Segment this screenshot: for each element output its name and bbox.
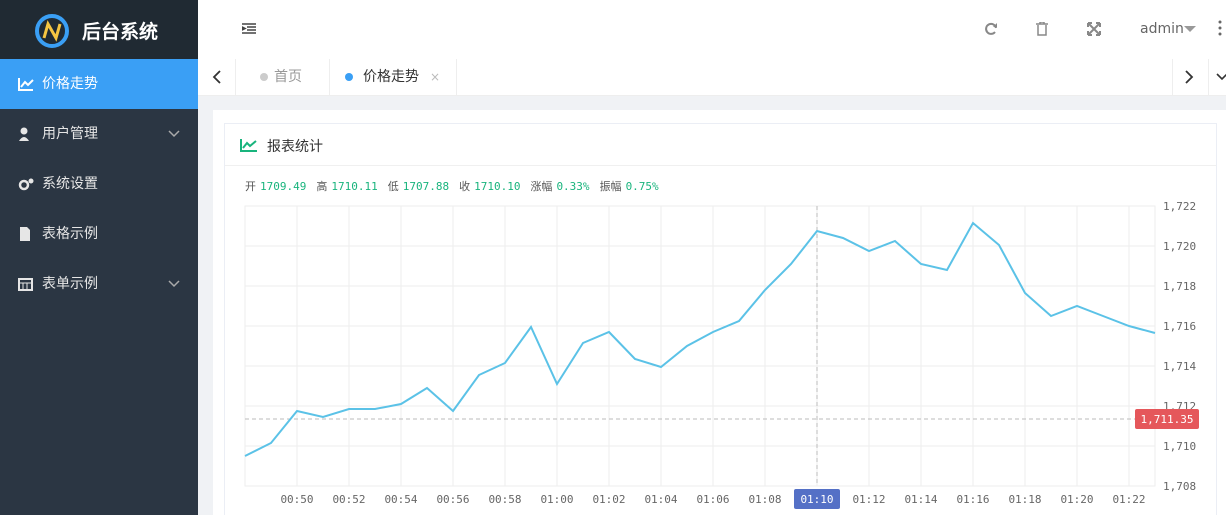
x-highlight <box>794 489 840 509</box>
menu-label: 表格示例 <box>42 226 98 242</box>
crosshair-y-label-bg <box>1135 409 1199 429</box>
stat-value: 1710.11 <box>331 180 378 193</box>
x-tick-label: 01:04 <box>644 493 677 506</box>
header: admin <box>198 0 1226 59</box>
x-tick-label: 01:08 <box>748 493 781 506</box>
stats: 开 1709.49 高 1710.11 低 1707.88 收 1710.10 涨幅 0.33% 振… <box>245 178 669 194</box>
tab-close[interactable]: × <box>430 70 441 84</box>
stat-label: 低 <box>387 180 399 193</box>
crosshair-y-label: 1,711.35 <box>1141 413 1194 426</box>
x-tick-label: 01:14 <box>904 493 937 506</box>
icon <box>19 127 29 141</box>
x-tick-label: 01:10 <box>800 493 833 506</box>
menu-item[interactable]: 价格走势 <box>0 59 198 109</box>
tab-dot <box>260 73 268 81</box>
y-tick-label: 1,720 <box>1163 240 1196 253</box>
stat-label: 开 <box>245 180 256 193</box>
stat-label: 高 <box>316 180 328 193</box>
logo: 后台系统 <box>0 0 198 59</box>
menu-item[interactable]: 表单示例 <box>0 259 198 309</box>
tab-menu[interactable] <box>1216 73 1226 81</box>
logo-text: 后台系统 <box>82 21 159 43</box>
logo-icon <box>35 14 69 48</box>
x-tick-label: 01:20 <box>1060 493 1093 506</box>
refresh-button[interactable] <box>984 22 998 36</box>
x-tick-label: 01:16 <box>956 493 989 506</box>
tab-prev[interactable] <box>212 70 222 84</box>
icon <box>18 278 33 291</box>
menu-item[interactable]: 系统设置 <box>0 159 198 209</box>
x-tick-label: 00:58 <box>488 493 521 506</box>
y-tick-label: 1,714 <box>1163 360 1196 373</box>
stat-value: 1710.10 <box>474 180 521 193</box>
plot-border <box>244 205 1156 487</box>
tab-bar: 首页 价格走势 × <box>198 59 1226 96</box>
y-tick-label: 1,722 <box>1163 200 1196 213</box>
stat-label: 振幅 <box>599 180 622 193</box>
x-tick-label: 01:12 <box>852 493 885 506</box>
tab-label: 首页 <box>274 69 302 85</box>
x-tick-label: 00:50 <box>280 493 313 506</box>
sidebar: 后台系统 价格走势 用户管理 系统设置 表格示例 表单示例 <box>0 0 198 515</box>
menu-label: 表单示例 <box>42 276 98 292</box>
divider <box>1208 59 1209 95</box>
menu-item[interactable]: 表格示例 <box>0 209 198 259</box>
caret <box>1184 26 1196 32</box>
menu-label: 系统设置 <box>42 176 98 192</box>
card-icon <box>240 139 257 152</box>
icon <box>18 78 34 91</box>
menu-label: 价格走势 <box>42 76 98 92</box>
x-tick-label: 00:56 <box>436 493 469 506</box>
tab[interactable]: 首页 <box>235 59 329 95</box>
stat-value: 1709.49 <box>260 180 307 193</box>
menu-label: 用户管理 <box>42 126 98 142</box>
menu-toggle[interactable] <box>242 23 256 35</box>
y-tick-label: 1,716 <box>1163 320 1196 333</box>
y-tick-label: 1,710 <box>1163 440 1196 453</box>
user-name[interactable]: admin <box>1140 21 1184 37</box>
more[interactable] <box>1218 20 1222 36</box>
card-divider <box>225 165 1216 166</box>
tab-dot <box>345 73 353 81</box>
chevron <box>168 130 180 138</box>
x-tick-label: 01:00 <box>540 493 573 506</box>
x-tick-label: 00:52 <box>332 493 365 506</box>
delete-button[interactable] <box>1036 22 1048 36</box>
chevron <box>168 280 180 288</box>
stat-label: 涨幅 <box>530 180 553 193</box>
tab[interactable]: 价格走势 × <box>329 59 457 95</box>
price-line <box>244 221 1156 457</box>
x-tick-label: 01:18 <box>1008 493 1041 506</box>
stat-value: 0.75% <box>625 180 659 193</box>
card-title: 报表统计 <box>267 139 323 155</box>
icon <box>18 178 34 191</box>
stat-value: 0.33% <box>556 180 590 193</box>
x-tick-label: 00:54 <box>384 493 417 506</box>
fullscreen-button[interactable] <box>1087 22 1101 36</box>
stat-label: 收 <box>459 180 471 193</box>
y-tick-label: 1,708 <box>1163 480 1196 493</box>
tab-next[interactable] <box>1184 70 1194 84</box>
stat-value: 1707.88 <box>402 180 450 193</box>
x-tick-label: 01:06 <box>696 493 729 506</box>
y-tick-label: 1,718 <box>1163 280 1196 293</box>
icon <box>20 227 30 241</box>
x-tick-label: 01:22 <box>1112 493 1145 506</box>
tab-label: 价格走势 <box>363 69 419 85</box>
divider <box>1172 59 1173 95</box>
x-tick-label: 01:02 <box>592 493 625 506</box>
card: 报表统计 <box>224 123 1217 515</box>
menu-item[interactable]: 用户管理 <box>0 109 198 159</box>
